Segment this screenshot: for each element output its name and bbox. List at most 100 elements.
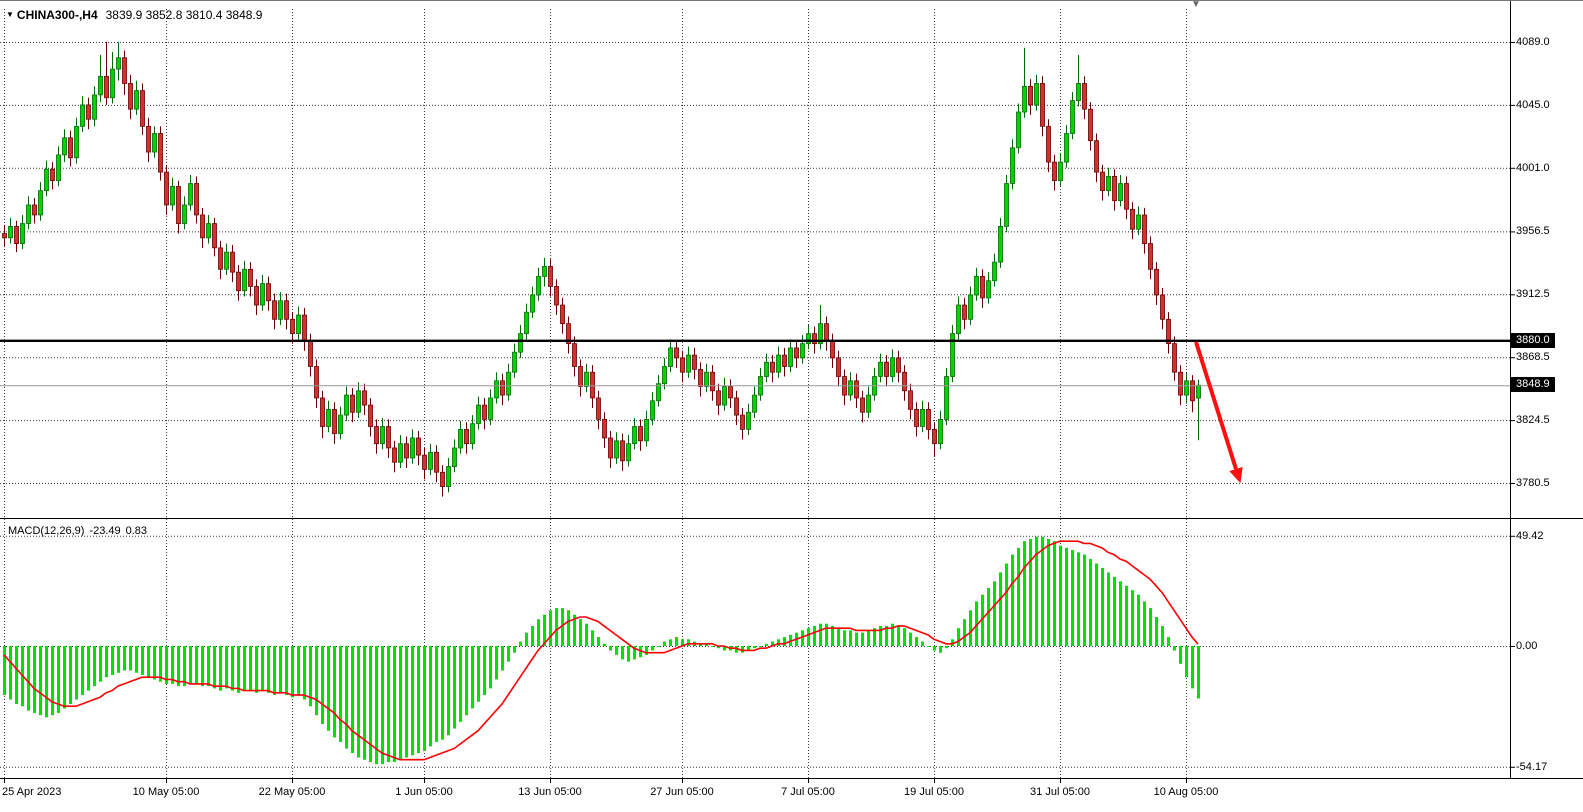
candle: [902, 365, 907, 401]
macd-histogram: [3, 536, 1200, 765]
candle: [1100, 164, 1105, 201]
candle: [62, 129, 67, 163]
candle: [1190, 375, 1195, 413]
candle: [974, 267, 979, 301]
candle: [158, 126, 163, 181]
time-axis[interactable]: 25 Apr 2023 10 May 05:00 22 May 05:00 1 Jun…: [0, 779, 1583, 812]
candle: [782, 347, 787, 377]
candle: [104, 42, 109, 105]
candle: [284, 293, 289, 330]
candle: [512, 343, 517, 378]
candle: [38, 182, 43, 221]
candle: [530, 286, 535, 318]
candle: [542, 257, 547, 287]
candle: [170, 177, 175, 211]
candle: [944, 367, 949, 426]
candle: [1052, 154, 1057, 191]
candle: [956, 296, 961, 340]
candle: [764, 353, 769, 383]
candle: [1148, 236, 1153, 280]
candle: [566, 316, 571, 354]
candle: [722, 377, 727, 411]
candle: [626, 435, 631, 467]
candle: [140, 83, 145, 135]
candle: [950, 325, 955, 383]
trend-arrow[interactable]: [1194, 341, 1243, 484]
candle: [1046, 119, 1051, 173]
candle: [572, 336, 577, 377]
candle: [92, 86, 97, 127]
candlestick-series: [2, 42, 1201, 497]
candle: [1016, 103, 1021, 154]
macd-tick-label: 49.42: [1516, 529, 1544, 542]
price-tick-label: 4001.0: [1516, 161, 1550, 174]
candle: [212, 217, 217, 257]
candle: [794, 340, 799, 368]
candle: [848, 372, 853, 401]
candle: [50, 162, 55, 190]
candle: [734, 390, 739, 426]
candle: [584, 363, 589, 393]
candle: [704, 363, 709, 393]
scroll-to-end-icon[interactable]: ▼: [1191, 0, 1201, 10]
candle: [770, 355, 775, 383]
time-tick-label: 31 Jul 05:00: [1030, 786, 1090, 798]
candle: [836, 350, 841, 387]
candle: [404, 436, 409, 468]
time-tick-label: 13 Jun 05:00: [518, 786, 582, 798]
candle: [392, 440, 397, 473]
candle: [1022, 47, 1027, 118]
candle: [128, 74, 133, 120]
candle: [230, 244, 235, 283]
candle: [980, 269, 985, 308]
candle: [344, 386, 349, 421]
chart-title: ▼ CHINA300-,H4 3839.9 3852.8 3810.4 3848.9: [6, 8, 262, 22]
candle: [1040, 76, 1045, 137]
candle: [458, 420, 463, 454]
candle: [146, 117, 151, 163]
symbol-timeframe: CHINA300-,H4: [16, 8, 98, 22]
candle: [440, 465, 445, 497]
candle: [110, 52, 115, 104]
macd-tick-label: 0.00: [1516, 640, 1538, 652]
symbol-marker-icon: ▼: [6, 10, 14, 19]
candle: [662, 357, 667, 390]
candle: [20, 214, 25, 250]
price-axis[interactable]: 4089.0 4045.0 4001.0 3956.5 3912.5 3868.5 3824…: [1511, 1, 1583, 778]
candle: [740, 407, 745, 440]
candle: [1142, 207, 1147, 254]
candle: [506, 363, 511, 401]
price-tick-label: 3956.5: [1516, 225, 1550, 238]
candle: [752, 386, 757, 418]
candle: [416, 430, 421, 466]
price-tick-label: 3824.5: [1516, 414, 1550, 427]
candle: [914, 402, 919, 437]
candle: [182, 196, 187, 230]
candle: [692, 347, 697, 380]
candle: [122, 50, 127, 95]
candle: [248, 262, 253, 297]
candle: [452, 439, 457, 473]
candle: [644, 410, 649, 447]
candle: [368, 397, 373, 437]
candle: [614, 432, 619, 464]
candle: [74, 117, 79, 164]
candle: [674, 340, 679, 368]
candle: [896, 350, 901, 383]
candle: [272, 293, 277, 330]
candle: [488, 389, 493, 426]
candle: [920, 400, 925, 433]
candle: [602, 412, 607, 448]
candle: [1064, 124, 1069, 168]
indicator-name: MACD(12,26,9): [8, 525, 85, 537]
hline-price-badge: 3880.0: [1511, 332, 1555, 348]
candle: [632, 417, 637, 450]
candle: [938, 410, 943, 450]
chart-frame: [0, 1, 1583, 783]
candle: [854, 373, 859, 408]
candle: [716, 383, 721, 416]
candle: [890, 349, 895, 383]
candle: [1154, 262, 1159, 306]
